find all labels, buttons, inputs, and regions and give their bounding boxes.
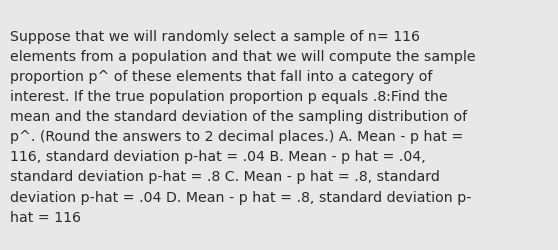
Text: Suppose that we will randomly select a sample of n= 116
elements from a populati: Suppose that we will randomly select a s… bbox=[10, 30, 475, 224]
